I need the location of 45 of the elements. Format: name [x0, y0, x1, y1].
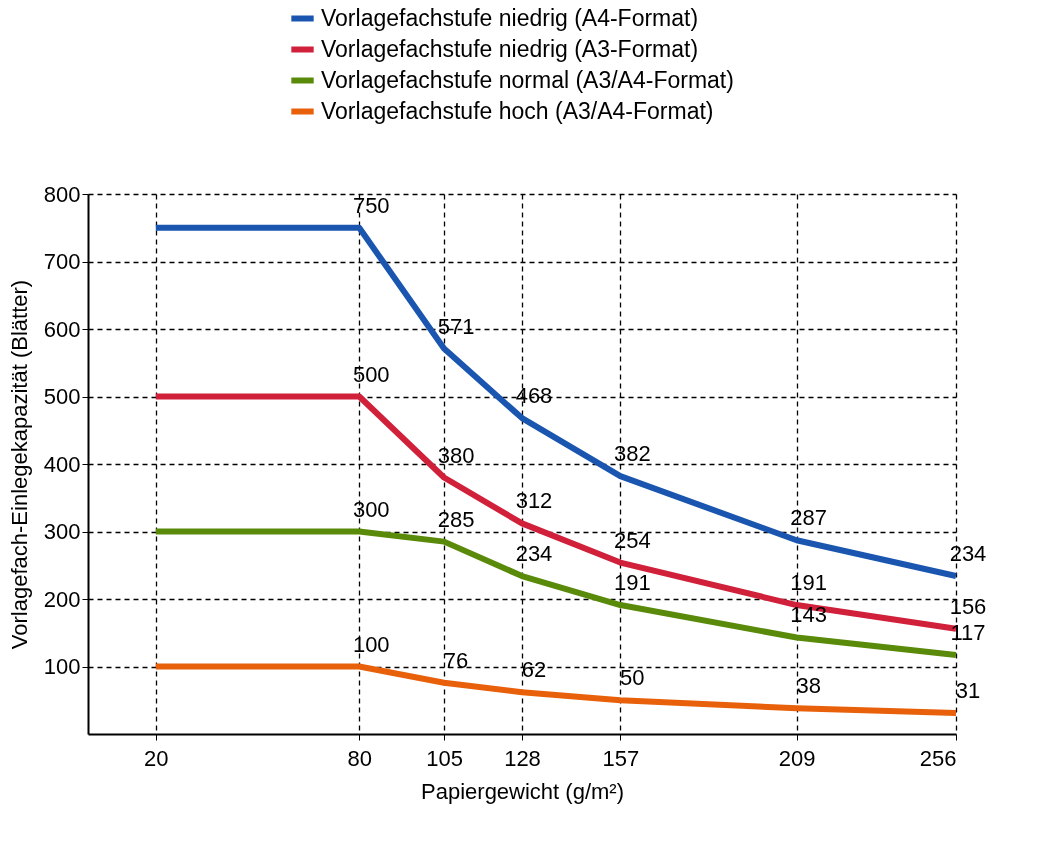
y-axis-title: Vorlagefach-Einlegekapazität (Blätter) [6, 279, 32, 650]
data-label: 191 [613, 570, 651, 596]
data-label: 234 [949, 541, 987, 567]
legend-label: Vorlagefachstufe niedrig (A4-Format) [321, 4, 699, 31]
data-label: 571 [437, 313, 475, 339]
data-label: 285 [437, 506, 475, 532]
x-tick-label: 80 [347, 745, 372, 771]
x-tick-label: 157 [602, 745, 640, 771]
y-tick-label: 300 [43, 519, 81, 544]
data-label: 50 [620, 665, 645, 691]
data-label: 750 [352, 192, 390, 218]
x-tick-label: 209 [778, 745, 816, 771]
data-label: 76 [443, 647, 469, 673]
data-label: 234 [515, 541, 553, 567]
data-label: 38 [796, 673, 821, 699]
y-tick-label: 600 [43, 316, 81, 342]
data-label: 156 [949, 593, 987, 619]
data-label: 117 [950, 620, 986, 646]
data-label: 254 [613, 527, 651, 553]
x-axis-title: Papiergewicht (g/m²) [421, 778, 624, 804]
y-tick-label: 800 [43, 181, 81, 207]
data-label: 468 [515, 383, 553, 409]
y-tick-label: 400 [43, 451, 81, 477]
y-tick-label: 200 [43, 586, 81, 612]
data-label: 62 [521, 657, 547, 683]
legend-label: Vorlagefachstufe hoch (A3/A4-Format) [321, 97, 714, 124]
data-label: 31 [955, 678, 981, 704]
data-label: 143 [790, 602, 827, 628]
data-label: 100 [352, 631, 390, 657]
legend-label: Vorlagefachstufe normal (A3/A4-Format) [321, 66, 734, 93]
y-tick-label: 100 [43, 654, 81, 679]
y-tick-label: 500 [43, 384, 81, 409]
data-label: 380 [437, 442, 475, 468]
x-tick-label: 128 [504, 745, 541, 771]
data-label: 300 [352, 496, 390, 522]
x-tick-label: 20 [144, 745, 169, 771]
legend-label: Vorlagefachstufe niedrig (A3-Format) [321, 35, 699, 62]
data-label: 382 [613, 441, 651, 467]
data-label: 191 [790, 570, 827, 596]
data-label: 500 [352, 361, 390, 387]
data-label: 312 [515, 488, 553, 514]
y-tick-label: 700 [43, 249, 81, 274]
x-tick-label: 256 [919, 745, 957, 771]
x-tick-label: 105 [426, 745, 463, 771]
data-label: 287 [790, 505, 827, 531]
